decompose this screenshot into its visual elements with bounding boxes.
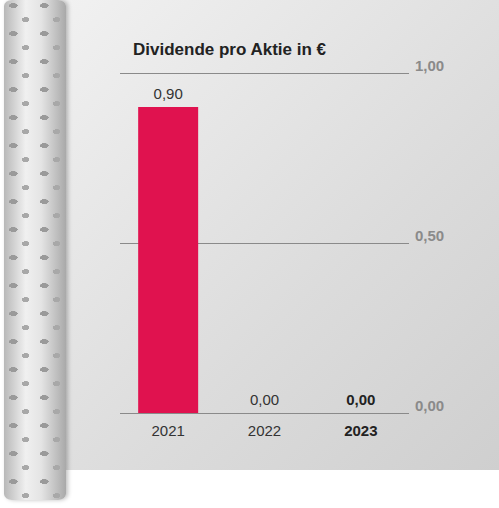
svg-text:Dividende pro Aktie in €: Dividende pro Aktie in € (133, 40, 327, 59)
svg-text:1,00: 1,00 (415, 57, 444, 74)
svg-text:2021: 2021 (151, 422, 184, 439)
svg-text:0,90: 0,90 (154, 85, 183, 102)
svg-text:0,00: 0,00 (415, 397, 444, 414)
svg-text:0,00: 0,00 (250, 391, 279, 408)
svg-text:0,50: 0,50 (415, 227, 444, 244)
svg-text:0,00: 0,00 (346, 391, 375, 408)
svg-text:2022: 2022 (248, 422, 281, 439)
svg-text:2023: 2023 (344, 422, 377, 439)
